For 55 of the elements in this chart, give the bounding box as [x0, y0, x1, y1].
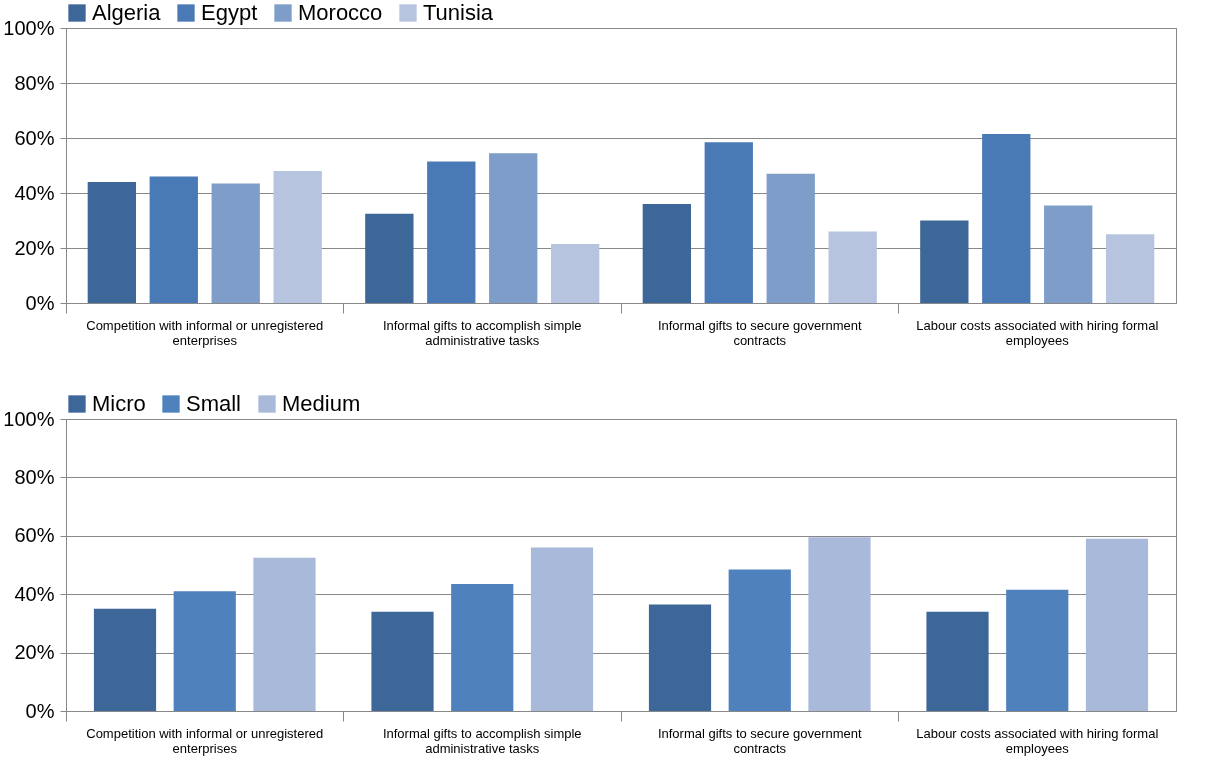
- bar: [93, 608, 157, 711]
- y-tick-label: 60%: [14, 524, 55, 547]
- legend-label: Small: [186, 391, 242, 416]
- bar: [766, 173, 815, 303]
- y-tick-label: 100%: [3, 16, 55, 39]
- x-tick-label: Competition with informal or unregistered enterprises: [86, 725, 324, 756]
- bar: [149, 176, 198, 303]
- bar: [982, 133, 1031, 303]
- legend-label: Micro: [92, 391, 146, 416]
- bar: [728, 569, 791, 711]
- bar: [704, 142, 753, 303]
- bar: [642, 204, 691, 303]
- y-tick-label: 0%: [25, 291, 55, 314]
- x-tick-label: Labour costs associated with hiring formal employees: [916, 725, 1159, 756]
- bar: [920, 220, 969, 303]
- bar: [211, 183, 260, 303]
- bar: [828, 231, 877, 303]
- x-tick-label: Informal gifts to secure government contracts: [657, 317, 863, 348]
- legend-label: Medium: [282, 391, 361, 416]
- bar: [1106, 234, 1155, 303]
- legend-label: Tunisia: [423, 0, 494, 25]
- bar: [365, 213, 414, 303]
- x-tick-label: Labour costs associated with hiring formal employees: [916, 317, 1159, 348]
- bar: [1085, 538, 1149, 711]
- bar: [530, 547, 594, 711]
- legend-label: Algeria: [92, 0, 162, 25]
- bar: [551, 243, 600, 303]
- bar: [273, 171, 322, 303]
- x-tick-label: Informal gifts to secure government contracts: [657, 725, 863, 756]
- x-tick-label: Competition with informal or unregistered enterprises: [86, 317, 324, 348]
- bar: [427, 161, 476, 303]
- bar: [1044, 205, 1093, 303]
- bar: [1006, 589, 1069, 711]
- bar: [648, 604, 712, 711]
- legend-label: Egypt: [201, 0, 258, 25]
- bar: [87, 182, 136, 303]
- legend-label: Morocco: [298, 0, 383, 25]
- y-tick-label: 20%: [14, 641, 55, 664]
- bar: [926, 611, 989, 711]
- y-tick-label: 40%: [14, 582, 55, 605]
- bar: [253, 557, 316, 711]
- bar: [451, 583, 514, 711]
- bar: [808, 537, 871, 711]
- y-tick-label: 80%: [14, 71, 55, 94]
- y-tick-label: 100%: [3, 407, 55, 430]
- bar: [371, 611, 434, 711]
- x-tick-label: Informal gifts to accomplish simple administrative tasks: [382, 725, 582, 756]
- y-tick-label: 80%: [14, 465, 55, 488]
- x-tick-label: Informal gifts to accomplish simple administrative tasks: [382, 317, 582, 348]
- y-tick-label: 0%: [25, 699, 55, 722]
- y-tick-label: 20%: [14, 236, 55, 259]
- bar: [489, 153, 538, 303]
- y-tick-label: 40%: [14, 181, 55, 204]
- y-tick-label: 60%: [14, 126, 55, 149]
- bar: [173, 591, 236, 711]
